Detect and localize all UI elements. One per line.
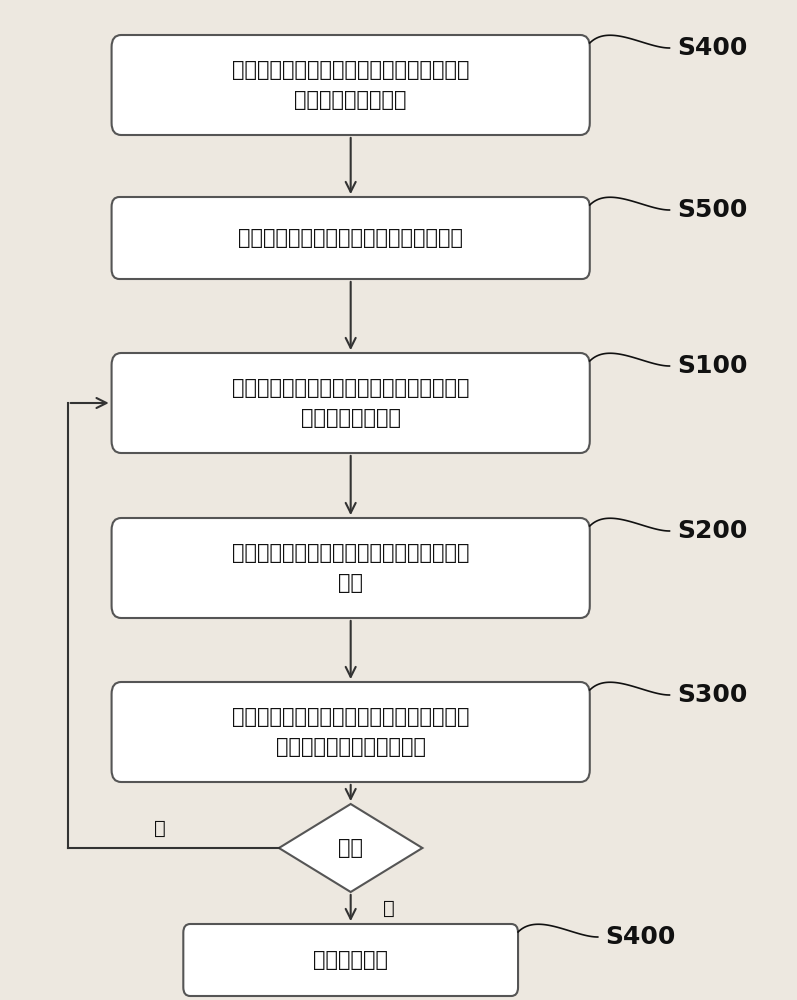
Text: S100: S100: [677, 354, 748, 378]
Text: 否: 否: [154, 818, 165, 838]
FancyBboxPatch shape: [112, 35, 590, 135]
Text: 查询对应所述本周期时间序列的上周期时间
序列: 查询对应所述本周期时间序列的上周期时间 序列: [232, 543, 469, 593]
Text: S200: S200: [677, 519, 748, 543]
Text: S400: S400: [677, 36, 748, 60]
FancyBboxPatch shape: [112, 682, 590, 782]
Text: 查询本周期到当前时间点的历史性能数据: 查询本周期到当前时间点的历史性能数据: [238, 228, 463, 248]
Text: 是: 是: [383, 898, 395, 918]
Text: 判定所述本周期时间序列和上周期时间序列
的相似性是否超出变化范围: 判定所述本周期时间序列和上周期时间序列 的相似性是否超出变化范围: [232, 707, 469, 757]
Text: S500: S500: [677, 198, 748, 222]
Text: 触发告警信息: 触发告警信息: [313, 950, 388, 970]
FancyBboxPatch shape: [183, 924, 518, 996]
FancyBboxPatch shape: [112, 197, 590, 279]
Text: 从监控系统和指标性能数据缓冲区中获取当
前时间点的性能数据: 从监控系统和指标性能数据缓冲区中获取当 前时间点的性能数据: [232, 60, 469, 110]
Text: S300: S300: [677, 683, 748, 707]
Text: S400: S400: [606, 925, 676, 949]
Text: 根据本周期的性能数据通过离散小波变换构
建本周期时间序列: 根据本周期的性能数据通过离散小波变换构 建本周期时间序列: [232, 378, 469, 428]
FancyBboxPatch shape: [112, 518, 590, 618]
FancyBboxPatch shape: [112, 353, 590, 453]
Text: 判定: 判定: [338, 838, 363, 858]
Polygon shape: [279, 804, 422, 892]
